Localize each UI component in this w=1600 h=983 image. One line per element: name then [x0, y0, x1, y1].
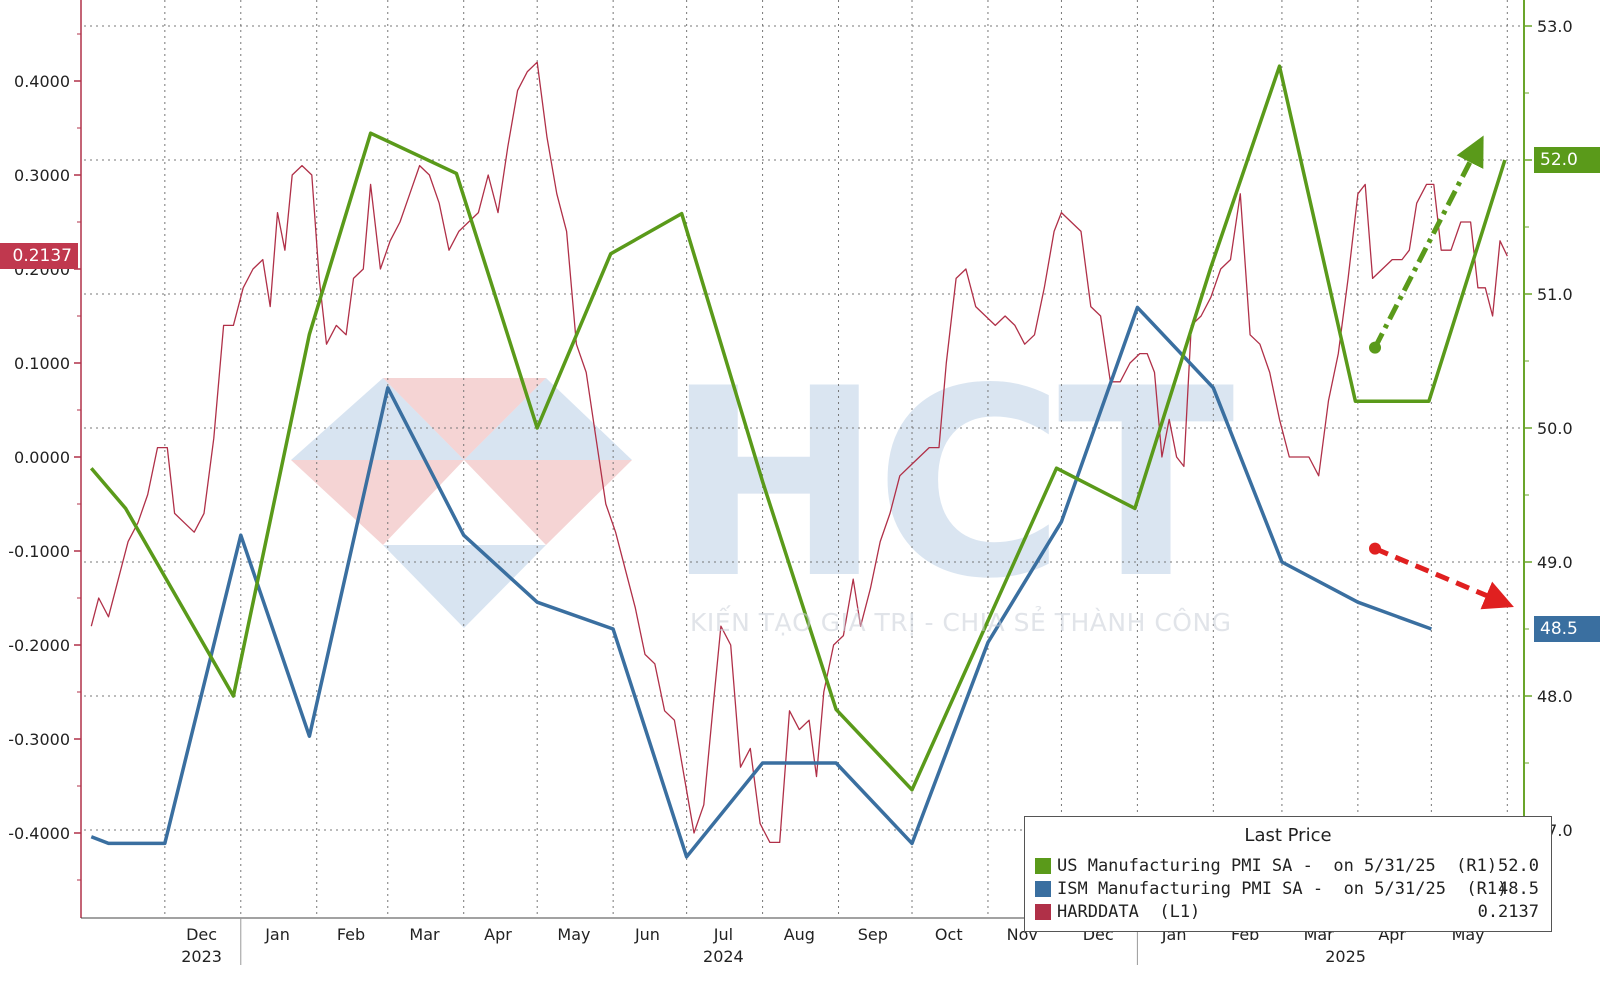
watermark-logo-text: HCT	[665, 334, 1236, 636]
x-month-label-6: Jun	[634, 925, 660, 944]
left-tick-label-3: 0.1000	[14, 354, 70, 373]
watermark-triangle-left	[291, 378, 464, 460]
watermark-logo: HCT	[291, 334, 1244, 636]
legend-item-us-pmi: US Manufacturing PMI SA - on 5/31/25 (R1…	[1035, 855, 1539, 877]
legend-value-harddata: 0.2137	[1477, 902, 1539, 922]
x-month-label-8: Aug	[784, 925, 815, 944]
x-month-label-1: Jan	[264, 925, 290, 944]
legend-item-harddata: HARDDATA (L1) 0.2137	[1035, 901, 1539, 923]
legend-value-us-pmi: 52.0	[1498, 856, 1539, 876]
legend-swatch-harddata	[1035, 904, 1051, 920]
right-tick-label-2: 51.0	[1537, 285, 1573, 304]
x-month-label-3: Mar	[409, 925, 440, 944]
left-tick-label-8: -0.4000	[8, 824, 70, 843]
legend-label-harddata: HARDDATA (L1)	[1057, 902, 1201, 922]
trend-arrow-0	[1372, 135, 1484, 349]
legend-item-ism-pmi: ISM Manufacturing PMI SA - on 5/31/25 (R…	[1035, 878, 1539, 900]
left-tick-label-7: -0.3000	[8, 730, 70, 749]
right-tick-label-5: 48.0	[1537, 687, 1573, 706]
watermark-triangle-bl	[291, 460, 464, 545]
x-month-label-0: Dec	[186, 925, 217, 944]
legend: Last Price US Manufacturing PMI SA - on …	[1024, 816, 1552, 932]
x-year-label-2: 2025	[1325, 947, 1366, 966]
legend-value-ism-pmi: 48.5	[1498, 879, 1539, 899]
x-year-label-0: 2023	[181, 947, 222, 966]
trend-arrow-1	[1374, 546, 1514, 610]
left-tick-label-0: 0.4000	[14, 72, 70, 91]
watermark-triangle-br	[464, 460, 632, 545]
series-line-harddata	[90, 61, 1508, 844]
series-lines	[89, 61, 1508, 859]
x-month-label-4: Apr	[484, 925, 512, 944]
left-tick-label-6: -0.2000	[8, 636, 70, 655]
legend-swatch-us-pmi	[1035, 858, 1051, 874]
right-tick-label-4: 49.0	[1537, 553, 1573, 572]
x-month-label-5: May	[557, 925, 590, 944]
left-tick-label-4: 0.0000	[14, 448, 70, 467]
x-month-label-2: Feb	[337, 925, 365, 944]
watermark-tagline: KIẾN TẠO GIÁ TRỊ - CHIA SẺ THÀNH CÔNG	[690, 608, 1232, 637]
trend-arrows	[1369, 135, 1514, 610]
watermark-triangle-top	[383, 378, 546, 460]
legend-label-us-pmi: US Manufacturing PMI SA - on 5/31/25 (R1…	[1057, 856, 1498, 876]
price-tag-2: 48.5	[1534, 616, 1600, 642]
legend-label-ism-pmi: ISM Manufacturing PMI SA - on 5/31/25 (R…	[1057, 879, 1508, 899]
right-tick-label-0: 53.0	[1537, 17, 1573, 36]
series-line-ism-manufacturing-pmi-sa	[90, 305, 1432, 859]
x-month-label-9: Sep	[858, 925, 888, 944]
left-tick-label-1: 0.3000	[14, 166, 70, 185]
legend-swatch-ism-pmi	[1035, 881, 1051, 897]
watermark-triangle-right	[464, 378, 632, 460]
watermark-triangle-bottom	[383, 545, 546, 628]
price-tag-1: 52.0	[1534, 147, 1600, 173]
x-month-label-10: Oct	[935, 925, 963, 944]
series-line-us-manufacturing-pmi-sa	[89, 64, 1507, 792]
axes: 0.40000.30000.20000.10000.0000-0.1000-0.…	[8, 0, 1573, 966]
x-year-label-1: 2024	[703, 947, 744, 966]
x-month-label-7: Jul	[713, 925, 733, 944]
left-tick-label-5: -0.1000	[8, 542, 70, 561]
price-tag-0: 0.2137	[0, 243, 78, 270]
legend-title: Last Price	[1244, 825, 1332, 846]
right-tick-label-3: 50.0	[1537, 419, 1573, 438]
